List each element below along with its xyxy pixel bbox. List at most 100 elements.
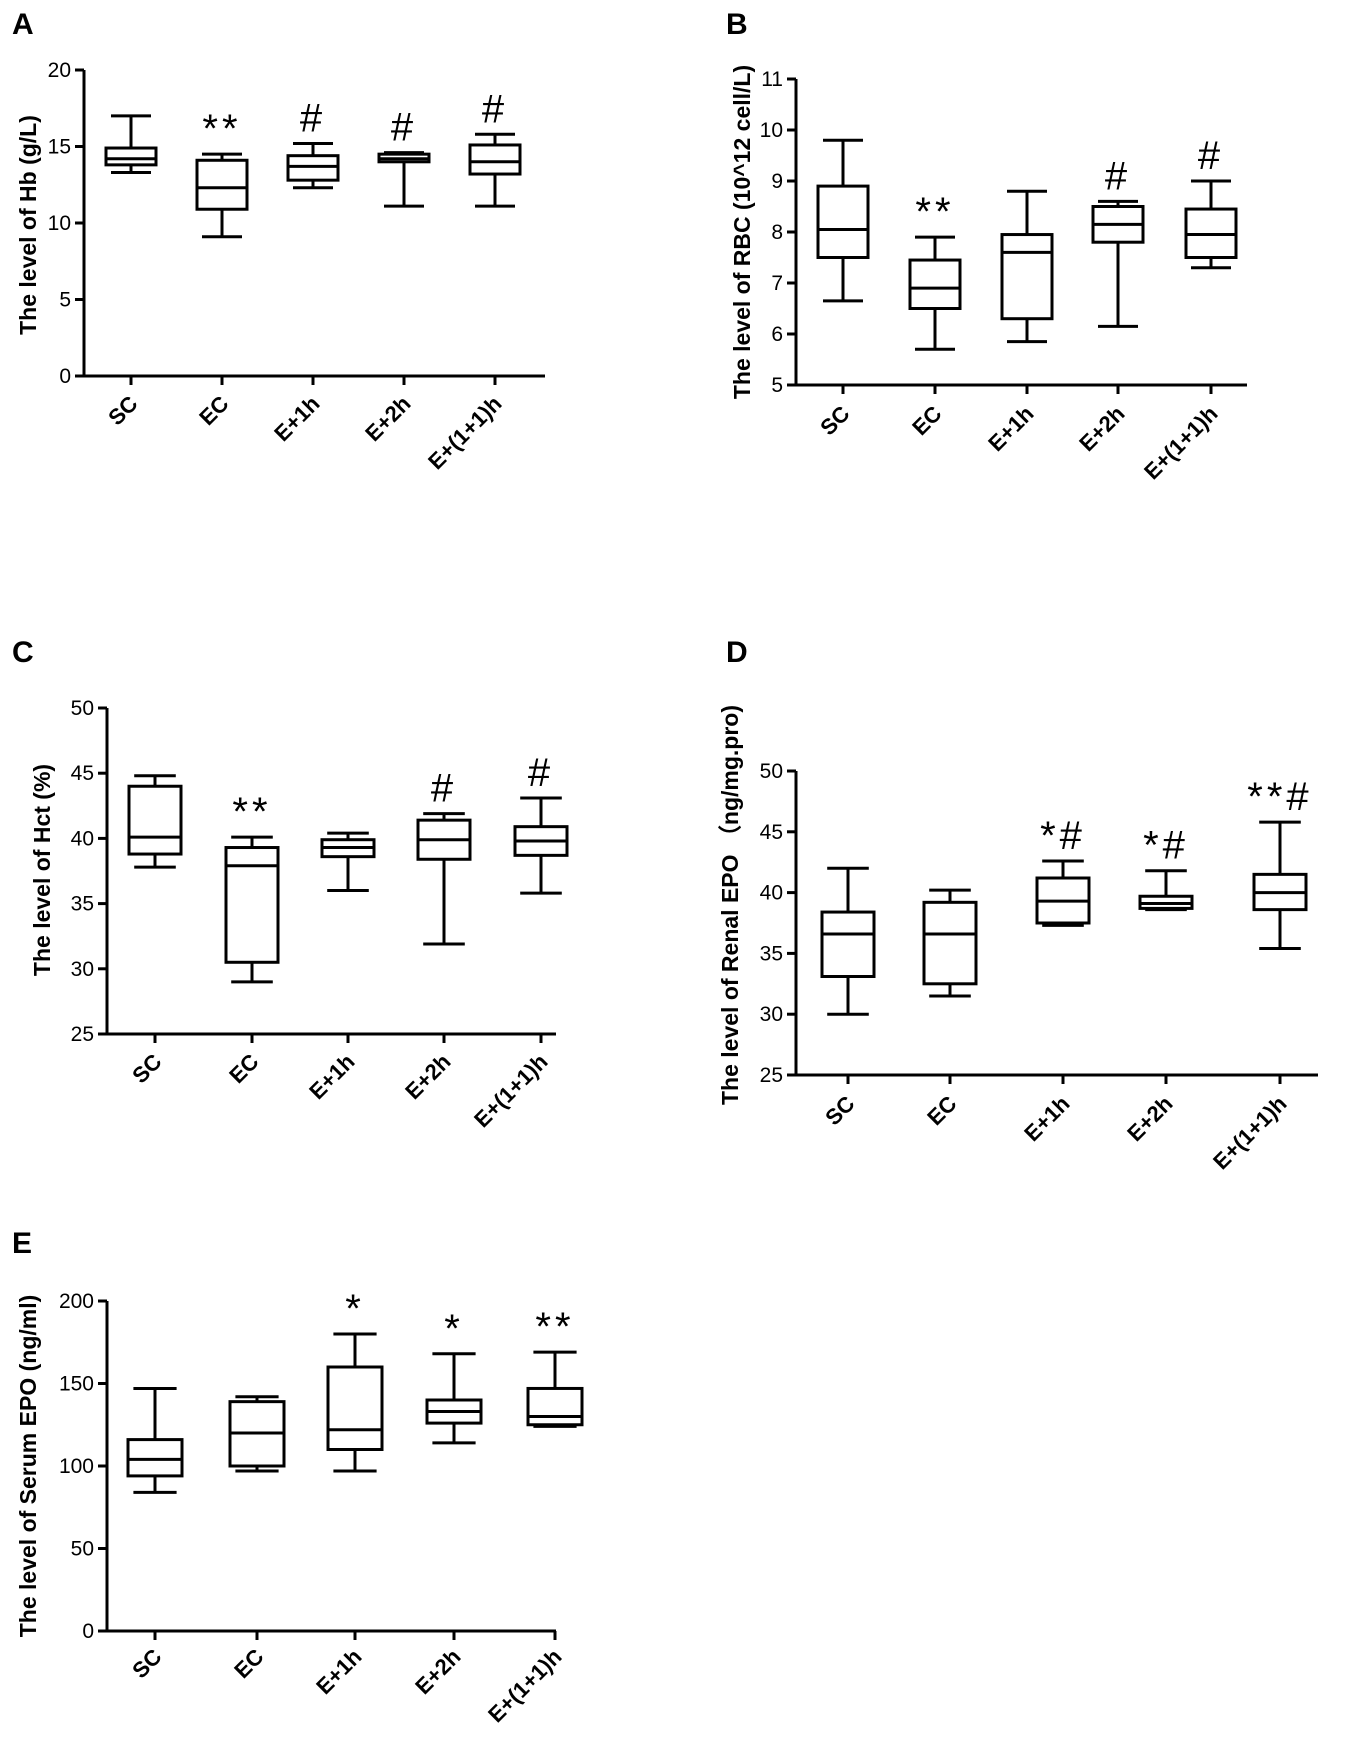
box-E+1h: E+1h * (311, 1287, 384, 1699)
y-tick-label: 40 (71, 827, 94, 850)
iqr-box (1000, 233, 1054, 321)
iqr-box (820, 910, 876, 979)
x-tick-label: E+1h (304, 1049, 359, 1104)
significance-mark: ** (202, 107, 241, 151)
significance-mark: * (345, 1287, 365, 1331)
y-tick-label: 100 (59, 1455, 94, 1478)
y-tick-label: 35 (760, 942, 783, 965)
y-tick-label: 9 (771, 170, 783, 193)
box-EC: EC ** (224, 790, 280, 1088)
x-tick-label: E+(1+1)h (469, 1049, 552, 1132)
y-tick-label: 5 (59, 289, 71, 312)
significance-mark: *# (1143, 824, 1189, 868)
box-E+(1+1)h: E+(1+1)h # (1139, 134, 1238, 484)
panel-letter: E (12, 1227, 32, 1260)
iqr-box (816, 184, 870, 260)
y-tick-label: 10 (760, 119, 783, 142)
box-E+2h: E+2h # (360, 106, 431, 446)
iqr-box (468, 143, 522, 176)
x-tick-label: EC (922, 1091, 961, 1130)
iqr-box (526, 1386, 584, 1427)
x-tick-label: E+(1+1)h (423, 391, 506, 474)
y-tick-label: 10 (48, 212, 71, 235)
x-tick-label: E+2h (360, 391, 415, 446)
box-EC: EC ** (194, 107, 249, 430)
box-E+(1+1)h: E+(1+1)h # (469, 751, 569, 1132)
iqr-box (104, 146, 158, 167)
x-tick-label: E+2h (1122, 1091, 1177, 1146)
y-tick-label: 200 (59, 1290, 94, 1313)
x-tick-label: E+(1+1)h (483, 1644, 566, 1727)
significance-mark: # (482, 87, 508, 131)
panel-a: A The level of Hb (g/L) 0 5 10 15 20 SC EC ** E+1h… (12, 8, 545, 474)
y-axis-title: The level of Hb (g/L) (15, 115, 41, 335)
y-tick-label: 30 (71, 958, 94, 981)
panel-letter: B (726, 8, 748, 41)
significance-mark: # (1198, 134, 1224, 178)
x-tick-label: E+1h (1019, 1091, 1074, 1146)
iqr-box (922, 900, 978, 986)
box-E+1h: E+1h (304, 831, 376, 1104)
box-E+1h: E+1h (983, 189, 1054, 456)
significance-mark: ** (232, 790, 271, 834)
x-tick-label: EC (229, 1644, 268, 1683)
iqr-box (195, 158, 249, 211)
box-E+(1+1)h: E+(1+1)h # (423, 87, 522, 474)
iqr-box (908, 258, 962, 310)
x-tick-label: SC (127, 1049, 166, 1088)
x-tick-label: SC (127, 1644, 166, 1683)
x-tick-label: EC (194, 391, 233, 430)
x-tick-label: E+2h (410, 1644, 465, 1699)
box-EC: EC ** (907, 190, 962, 440)
box-SC: SC (103, 114, 158, 430)
significance-mark: ** (915, 190, 954, 234)
panel-letter: A (12, 8, 34, 41)
box-E+2h: E+2h # (400, 767, 472, 1104)
y-tick-label: 25 (760, 1064, 783, 1087)
x-tick-label: E+1h (983, 401, 1038, 456)
panel-d: D The level of Renal EPO （ng/mg.pro) 25 30 3… (717, 636, 1318, 1174)
x-tick-label: EC (907, 401, 946, 440)
box-SC: SC (815, 138, 870, 440)
significance-mark: # (391, 106, 417, 150)
significance-mark: *# (1040, 814, 1086, 858)
iqr-box (286, 154, 340, 182)
iqr-box (326, 1365, 384, 1451)
y-tick-label: 0 (82, 1620, 94, 1643)
significance-mark: * (444, 1307, 464, 1351)
x-tick-label: E+2h (1074, 401, 1129, 456)
y-tick-label: 5 (771, 374, 783, 397)
x-tick-label: E+2h (400, 1049, 455, 1104)
x-tick-label: E+(1+1)h (1208, 1091, 1291, 1174)
y-tick-label: 8 (771, 221, 783, 244)
y-tick-label: 6 (771, 323, 783, 346)
iqr-box (127, 784, 183, 856)
box-SC: SC (820, 866, 876, 1130)
y-axis-title: The level of Hct (%) (29, 764, 55, 976)
y-tick-label: 11 (761, 68, 783, 91)
box-E+(1+1)h: E+(1+1)h **# (1208, 775, 1309, 1174)
panel-letter: D (726, 636, 748, 669)
box-EC: EC (228, 1395, 286, 1683)
panel-b: B The level of RBC (10^12 cell/L) 5 6 7 8 9 10 1… (726, 8, 1247, 484)
box-E+1h: E+1h *# (1019, 814, 1091, 1146)
y-tick-label: 15 (48, 136, 71, 159)
box-E+2h: E+2h * (410, 1307, 483, 1699)
box-SC: SC (126, 1386, 184, 1683)
x-tick-label: E+1h (311, 1644, 366, 1699)
box-SC: SC (127, 774, 183, 1088)
significance-mark: ** (535, 1305, 574, 1349)
box-EC: EC (922, 888, 978, 1130)
y-tick-label: 150 (59, 1373, 94, 1396)
y-tick-label: 45 (71, 762, 94, 785)
iqr-box (126, 1438, 184, 1478)
x-tick-label: E+1h (269, 391, 324, 446)
x-tick-label: E+(1+1)h (1139, 401, 1222, 484)
box-E+(1+1)h: E+(1+1)h ** (483, 1305, 584, 1727)
y-tick-label: 7 (771, 272, 783, 295)
significance-mark: # (528, 751, 554, 795)
y-tick-label: 50 (760, 760, 783, 783)
y-tick-label: 35 (71, 893, 94, 916)
